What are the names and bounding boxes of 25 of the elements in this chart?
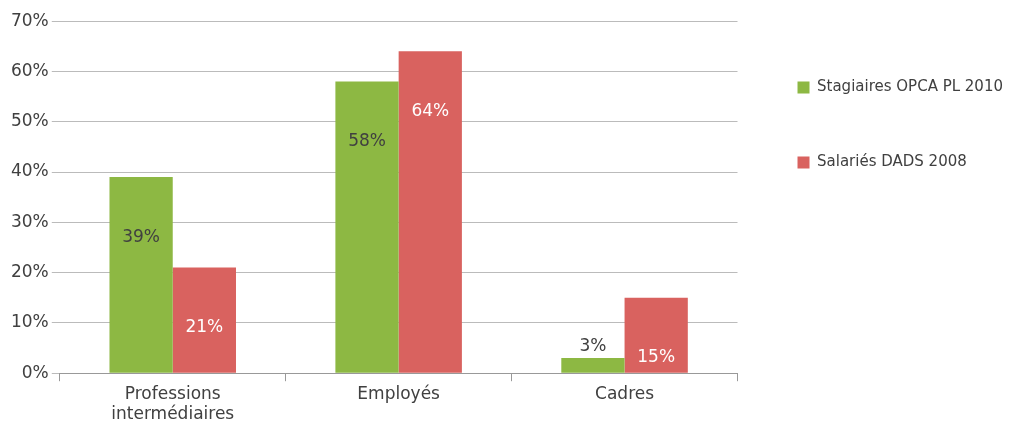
y-tick-label: 40% <box>10 160 49 181</box>
y-tick-label: 60% <box>10 59 49 80</box>
bar <box>561 358 625 373</box>
bar <box>109 177 173 373</box>
data-label: 39% <box>122 225 161 246</box>
bar <box>398 51 462 373</box>
legend-label: Salariés DADS 2008 <box>817 152 967 171</box>
data-label: 3% <box>579 334 607 355</box>
data-label: 21% <box>185 316 224 337</box>
legend-label: Stagiaires OPCA PL 2010 <box>817 77 1004 96</box>
y-tick-label: 20% <box>10 261 49 282</box>
data-label: 64% <box>411 99 450 120</box>
y-tick-label: 30% <box>10 210 49 231</box>
y-tick-label: 0% <box>21 361 49 382</box>
data-label: 58% <box>348 129 386 150</box>
x-tick-label: Employés <box>357 382 441 403</box>
data-label: 15% <box>637 346 676 367</box>
bar <box>172 267 236 373</box>
bar <box>335 81 399 373</box>
bar <box>624 297 688 373</box>
y-tick-label: 10% <box>10 311 49 332</box>
y-tick-label: 70% <box>10 9 49 30</box>
x-tick-label: Cadres <box>595 382 655 403</box>
x-tick-label: Professions intermédiaires <box>111 382 235 424</box>
y-tick-label: 50% <box>10 110 49 131</box>
